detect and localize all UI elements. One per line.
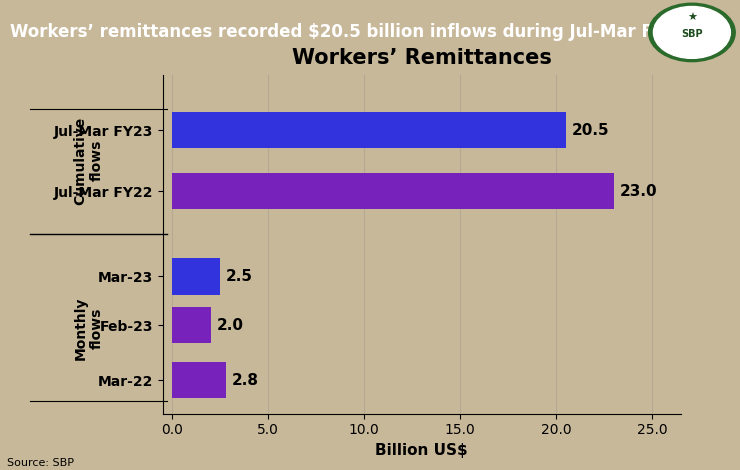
Text: 2.0: 2.0 [217, 318, 243, 333]
Bar [172, 112, 565, 149]
Title: Workers’ Remittances: Workers’ Remittances [292, 48, 552, 68]
Text: 2.8: 2.8 [232, 373, 259, 388]
Circle shape [653, 7, 730, 58]
Text: Cumulative
flows: Cumulative flows [74, 117, 104, 205]
Circle shape [648, 3, 736, 62]
Bar [172, 362, 226, 399]
Text: SBP: SBP [681, 29, 703, 39]
Text: 23.0: 23.0 [619, 184, 657, 198]
Text: 2.5: 2.5 [226, 269, 253, 284]
Text: 20.5: 20.5 [571, 123, 609, 138]
Bar [172, 173, 613, 209]
Text: ★: ★ [687, 13, 697, 23]
Text: Source: SBP: Source: SBP [7, 458, 75, 468]
Bar [172, 258, 221, 295]
X-axis label: Billion US$: Billion US$ [375, 443, 468, 458]
Text: Workers’ remittances recorded $20.5 billion inflows during Jul-Mar FY23: Workers’ remittances recorded $20.5 bill… [10, 24, 688, 41]
Text: Monthly
flows: Monthly flows [74, 297, 104, 360]
Bar [172, 307, 211, 344]
